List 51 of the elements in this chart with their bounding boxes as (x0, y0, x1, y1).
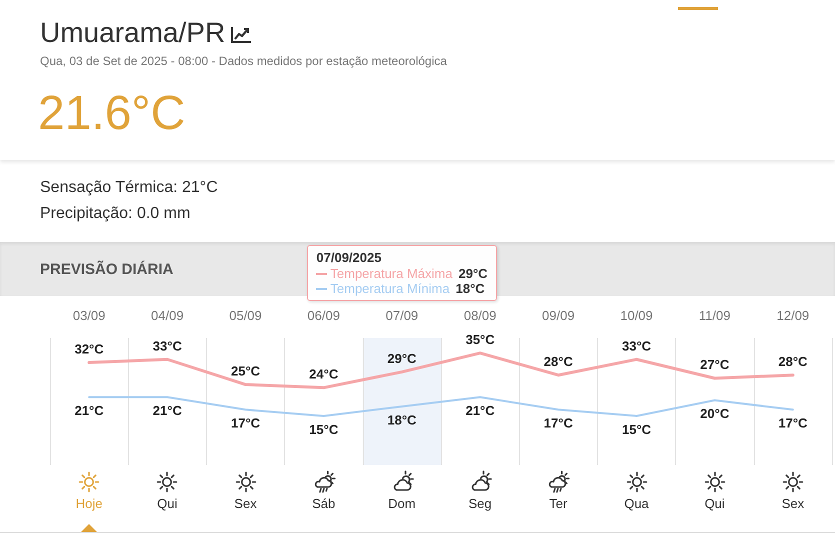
text: 18°C (456, 281, 485, 296)
text: Qui (704, 496, 726, 511)
text: Dom (387, 496, 417, 511)
data-label: 28°C (778, 354, 808, 370)
data-label: 35°C (466, 332, 496, 348)
data-label: 20°C (700, 406, 730, 422)
data-label: 15°C (622, 422, 652, 437)
text: Hoje (74, 496, 104, 511)
text: 07/09/2025 (316, 250, 382, 266)
data-label: 25°C (230, 364, 261, 379)
text: Qui (156, 496, 178, 511)
data-label: 21°C (466, 403, 496, 418)
x-tick-label: 10/09 (620, 308, 653, 323)
data-label: 27°C (700, 357, 730, 372)
x-tick-label: 04/09 (151, 308, 184, 323)
text: 21.6°C (38, 86, 186, 141)
data-label: 33°C (152, 338, 182, 354)
data-label: 15°C (309, 422, 339, 437)
data-label: 17°C (230, 416, 261, 431)
data-label: 28°C (544, 354, 574, 370)
x-tick-label: 07/09 (386, 308, 418, 323)
x-tick-label: 05/09 (229, 308, 262, 323)
x-tick-label: 03/09 (72, 308, 106, 323)
x-tick-label: 08/09 (464, 308, 496, 323)
data-label: 21°C (74, 403, 104, 418)
text: Sex (780, 496, 806, 511)
data-label: 18°C (387, 412, 418, 428)
text: Sex (233, 496, 258, 511)
data-label: 33°C (622, 338, 652, 354)
text: Sensação Térmica: 21°C (40, 179, 218, 197)
text: 29°C (458, 266, 488, 281)
data-label: 32°C (74, 342, 104, 357)
text: Seg (468, 496, 493, 511)
legend-label: Temperatura Mínima (330, 281, 450, 296)
x-tick-label: 09/09 (542, 308, 575, 323)
data-label: 29°C (387, 350, 418, 366)
text: Ter (548, 496, 568, 511)
legend-label: Temperatura Máxima (330, 266, 452, 281)
x-tick-label: 06/09 (307, 308, 340, 323)
data-label: 21°C (152, 403, 182, 418)
data-label: 24°C (309, 366, 339, 382)
text: PREVISÃO DIÁRIA (40, 261, 174, 278)
x-tick-label: 12/09 (776, 308, 810, 323)
text: Precipitação: 0.0 mm (40, 205, 190, 223)
chart-title: Umuarama/PR (40, 17, 226, 49)
text: Qua (623, 496, 650, 511)
chart-subtitle: Qua, 03 de Set de 2025 - 08:00 - Dados medidos por estação meteorológica (40, 54, 447, 68)
data-label: 17°C (778, 416, 808, 431)
text: Sáb (311, 496, 336, 511)
data-label: 17°C (544, 416, 574, 431)
x-tick-label: 11/09 (698, 308, 730, 323)
